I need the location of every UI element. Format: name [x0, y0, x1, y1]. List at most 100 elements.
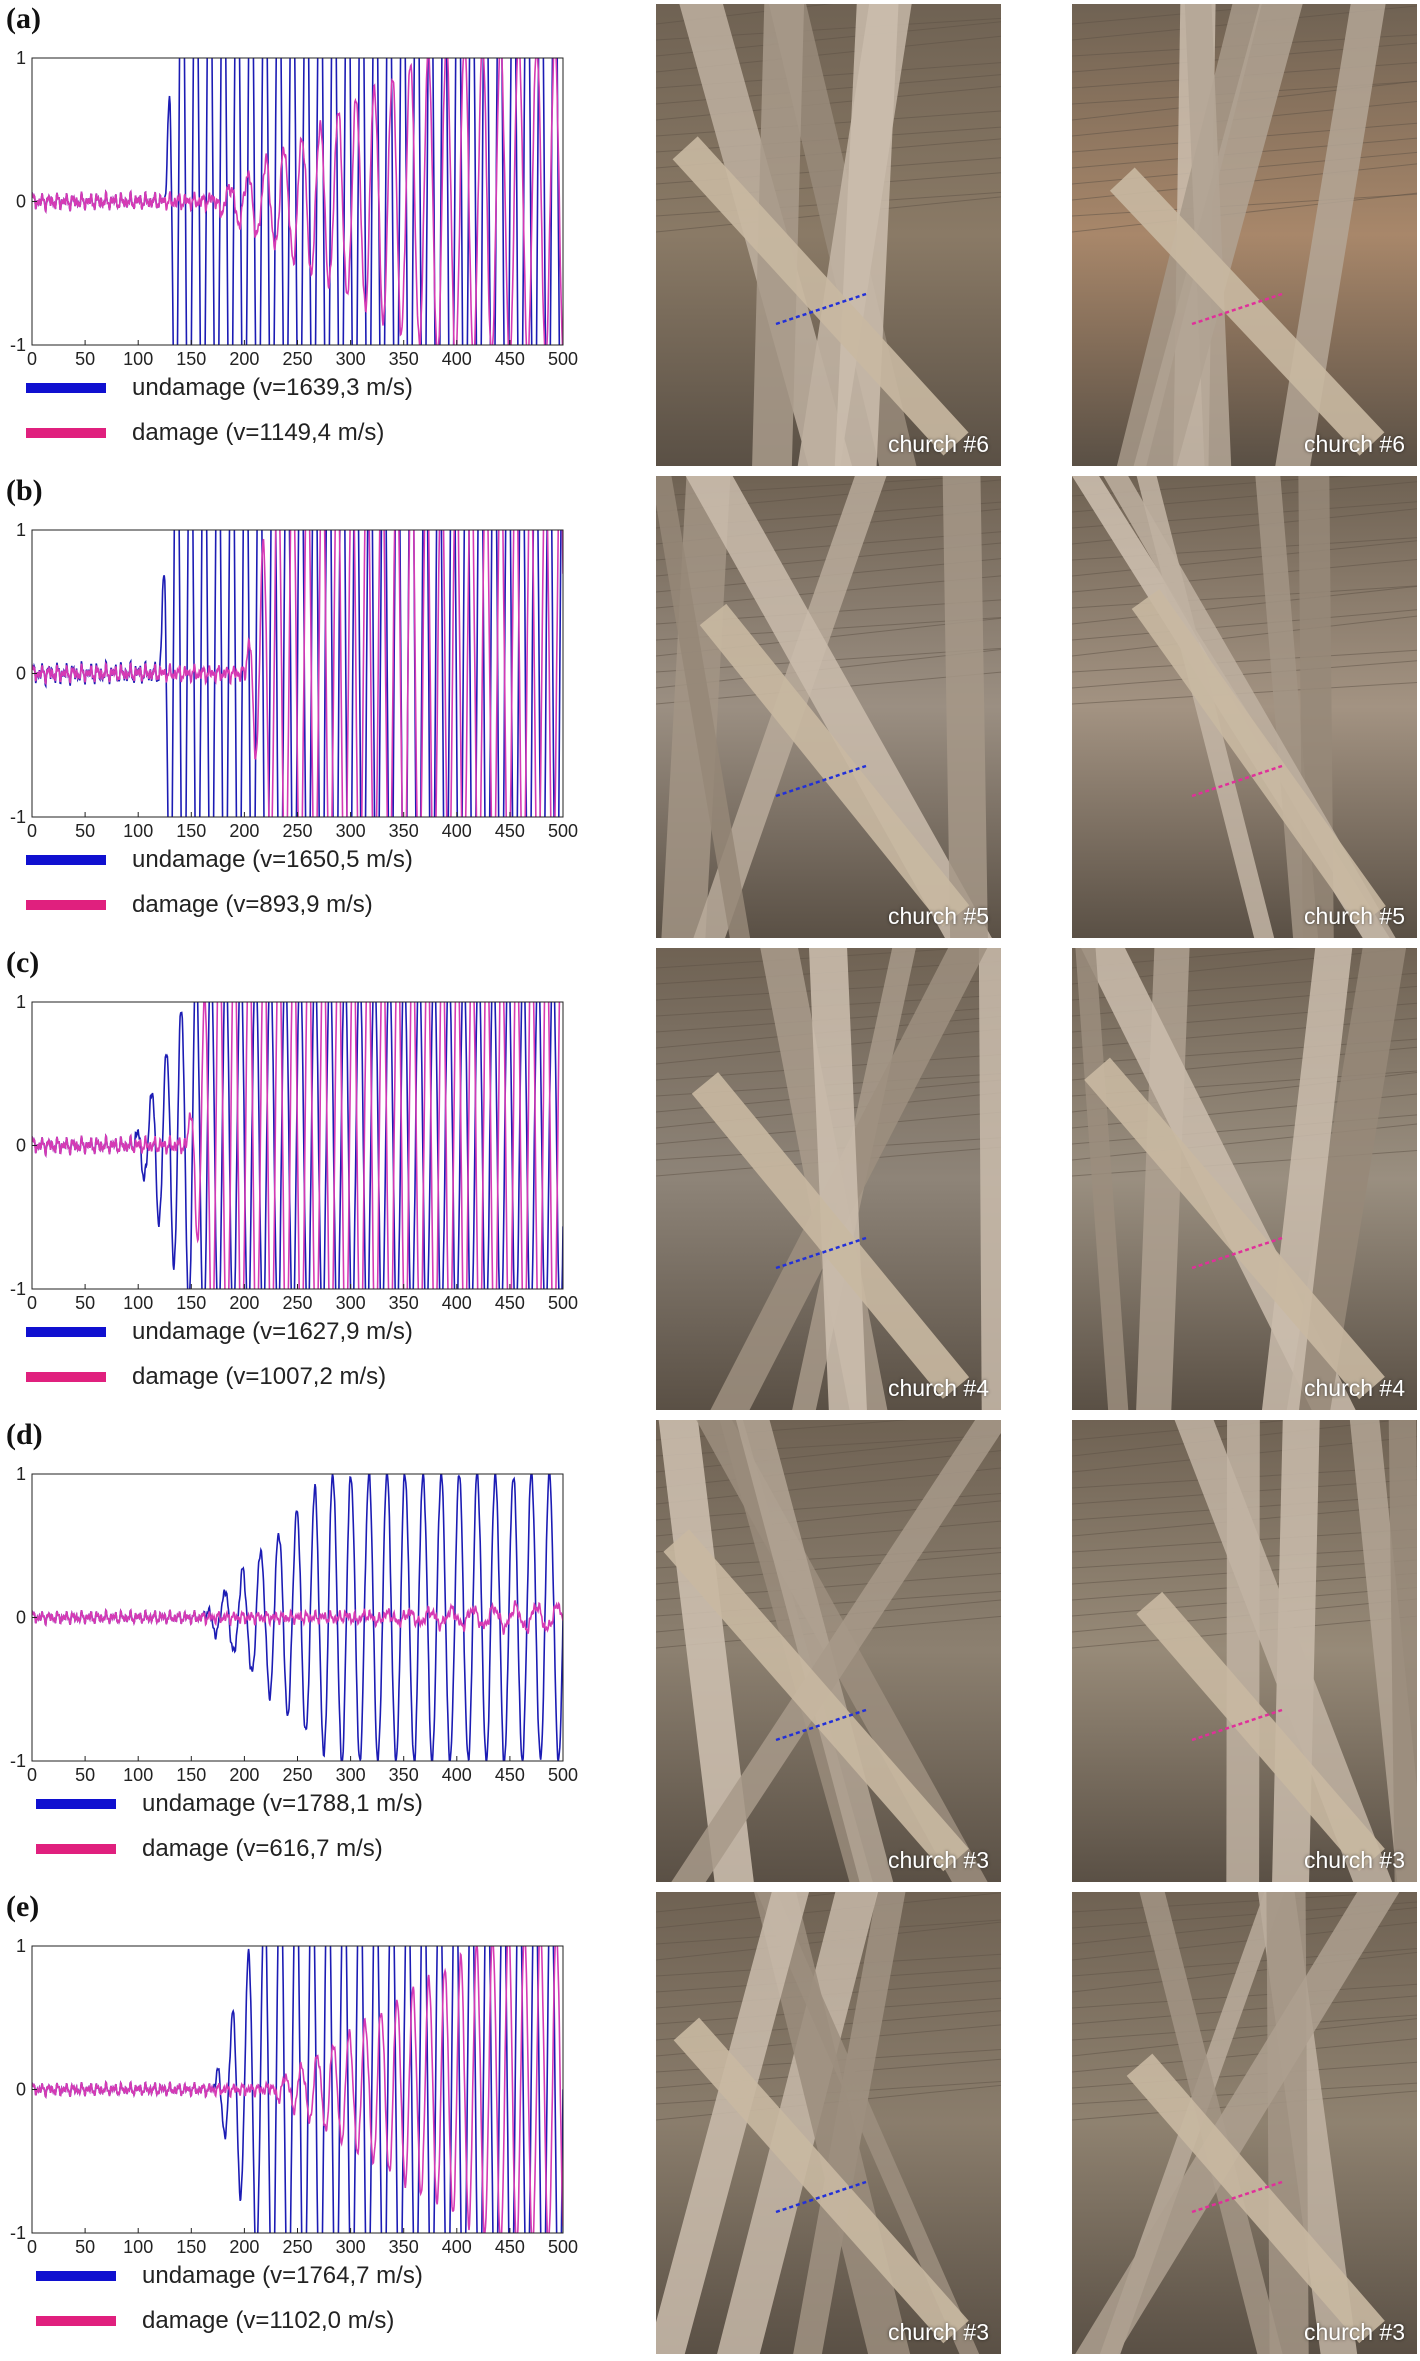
x-tick-label: 350 [389, 821, 419, 841]
roof-truss-photo-illustration [656, 948, 1001, 1410]
panel-label: (a) [6, 2, 41, 35]
roof-truss-photo-illustration [1072, 476, 1417, 938]
x-tick-label: 250 [282, 1293, 312, 1313]
roof-truss-photo-illustration [1072, 1420, 1417, 1882]
panel-label: (c) [6, 946, 40, 979]
x-tick-label: 300 [336, 349, 366, 369]
panel-label: (b) [6, 474, 43, 507]
y-tick-label: 0 [16, 1136, 26, 1156]
legend-item-damage: damage (v=1149,4 m/s) [26, 419, 384, 447]
x-tick-label: 250 [282, 821, 312, 841]
photo-caption: church #5 [1303, 903, 1405, 929]
x-tick-label: 500 [548, 821, 578, 841]
legend-label: undamage (v=1639,3 m/s) [132, 374, 413, 401]
panel-a: 0 50 100 150 200 250 300 350 400 450 500 -1 0 1 (a) und… [0, 0, 1420, 468]
legend-swatch [36, 1844, 116, 1854]
x-tick-label: 400 [442, 821, 472, 841]
x-tick-label: 50 [75, 821, 95, 841]
y-tick-label: -1 [10, 1751, 26, 1771]
y-tick-label: -1 [10, 1279, 26, 1299]
legend-label: damage (v=1149,4 m/s) [132, 419, 385, 446]
y-tick-label: -1 [10, 2223, 26, 2243]
x-tick-label: 0 [27, 1293, 37, 1313]
legend-label: damage (v=893,9 m/s) [132, 891, 373, 918]
x-tick-label: 300 [336, 1293, 366, 1313]
y-tick-label: 0 [16, 1608, 26, 1628]
damage-series-line [32, 1002, 561, 1289]
attic-photo: church #5 [1072, 476, 1417, 938]
x-tick-label: 50 [75, 349, 95, 369]
x-tick-label: 450 [495, 2237, 525, 2257]
roof-truss-photo-illustration [656, 1420, 1001, 1882]
y-tick-label: 0 [16, 192, 26, 212]
y-tick-label: -1 [10, 335, 26, 355]
measurement-marker-line [1191, 292, 1283, 326]
x-tick-label: 0 [27, 2237, 37, 2257]
x-tick-label: 0 [27, 349, 37, 369]
x-tick-label: 0 [27, 1765, 37, 1785]
measurement-marker-line [1191, 764, 1283, 798]
x-tick-label: 200 [229, 349, 259, 369]
x-tick-label: 250 [282, 1765, 312, 1785]
roof-truss-photo-illustration [1072, 948, 1417, 1410]
damage-series-line [32, 1600, 563, 1635]
waveform-chart: 0 50 100 150 200 250 300 350 400 450 500-101 [10, 992, 578, 1313]
x-tick-label: 500 [548, 2237, 578, 2257]
roof-truss-photo-illustration [656, 4, 1001, 466]
x-tick-label: 100 [123, 349, 153, 369]
x-tick-label: 200 [229, 2237, 259, 2257]
photo-caption: church #5 [887, 903, 989, 929]
measurement-marker-line [775, 1708, 867, 1742]
y-tick-label: 1 [16, 1936, 26, 1956]
x-tick-label: 450 [495, 1293, 525, 1313]
photo-caption: church #3 [887, 2319, 989, 2345]
legend-swatch [26, 428, 106, 438]
photo-caption: church #6 [887, 431, 989, 457]
legend-swatch [36, 2316, 116, 2326]
x-tick-label: 500 [548, 349, 578, 369]
attic-photo: church #6 [656, 4, 1001, 466]
panel-label: (e) [6, 1890, 40, 1923]
legend-swatch [26, 900, 106, 910]
x-tick-label: 50 [75, 2237, 95, 2257]
x-tick-label: 150 [176, 821, 206, 841]
legend-item-damage: damage (v=1007,2 m/s) [26, 1363, 386, 1391]
x-tick-label: 50 [75, 1293, 95, 1313]
measurement-marker-line [775, 2180, 867, 2214]
y-tick-label: 0 [16, 2080, 26, 2100]
legend-label: damage (v=1007,2 m/s) [132, 1363, 387, 1390]
x-tick-label: 100 [123, 2237, 153, 2257]
measurement-marker-line [1191, 1708, 1283, 1742]
y-tick-label: 1 [16, 1464, 26, 1484]
x-tick-label: 300 [336, 2237, 366, 2257]
photo-caption: church #3 [1303, 2319, 1405, 2345]
x-tick-label: 150 [176, 2237, 206, 2257]
x-tick-label: 100 [123, 1293, 153, 1313]
legend-item-undamage: undamage (v=1627,9 m/s) [26, 1318, 413, 1346]
photo-caption: church #4 [887, 1375, 989, 1401]
y-tick-label: 1 [16, 48, 26, 68]
waveform-chart: 0 50 100 150 200 250 300 350 400 450 500-101 [10, 1936, 578, 2257]
photo-caption: church #4 [1303, 1375, 1405, 1401]
measurement-marker-line [1191, 2180, 1283, 2214]
y-tick-label: 0 [16, 664, 26, 684]
y-tick-label: 1 [16, 992, 26, 1012]
x-tick-label: 350 [389, 1293, 419, 1313]
x-tick-label: 250 [282, 2237, 312, 2257]
x-tick-label: 150 [176, 1293, 206, 1313]
x-tick-label: 350 [389, 1765, 419, 1785]
x-tick-label: 0 [27, 821, 37, 841]
legend-item-undamage: undamage (v=1639,3 m/s) [26, 374, 413, 402]
x-tick-label: 350 [389, 349, 419, 369]
roof-truss-photo-illustration [656, 1892, 1001, 2354]
measurement-marker-line [775, 764, 867, 798]
x-tick-label: 100 [123, 821, 153, 841]
panel-d: 0 50 100 150 200 250 300 350 400 450 500 -1 0 1 (d) und… [0, 1416, 1420, 1884]
x-tick-label: 400 [442, 1293, 472, 1313]
legend-swatch [36, 1799, 116, 1809]
panel-label: (d) [6, 1418, 43, 1451]
attic-photo: church #5 [656, 476, 1001, 938]
legend-swatch [26, 1327, 106, 1337]
measurement-marker-line [775, 1236, 867, 1270]
x-tick-label: 400 [442, 349, 472, 369]
